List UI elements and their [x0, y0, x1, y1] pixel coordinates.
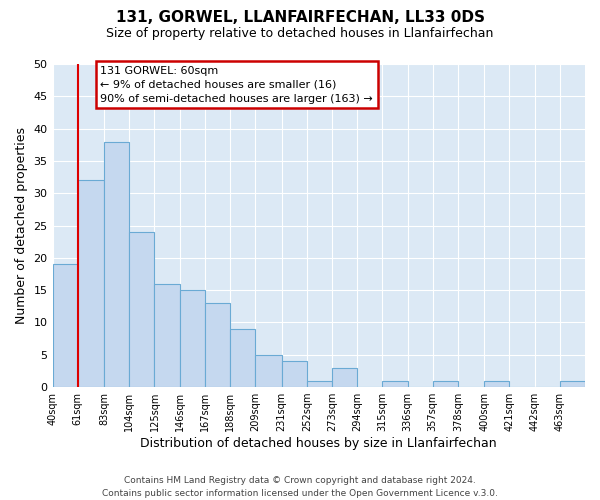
Y-axis label: Number of detached properties: Number of detached properties: [15, 127, 28, 324]
Text: 131 GORWEL: 60sqm
← 9% of detached houses are smaller (16)
90% of semi-detached : 131 GORWEL: 60sqm ← 9% of detached house…: [100, 66, 373, 104]
Bar: [104, 142, 129, 387]
Bar: [560, 380, 585, 387]
Bar: [53, 264, 78, 387]
Bar: [205, 303, 230, 387]
Bar: [230, 329, 255, 387]
Bar: [281, 361, 307, 387]
Bar: [433, 380, 458, 387]
Bar: [332, 368, 357, 387]
Bar: [179, 290, 205, 387]
Bar: [307, 380, 332, 387]
Bar: [484, 380, 509, 387]
Bar: [78, 180, 104, 387]
Bar: [154, 284, 179, 387]
Text: Size of property relative to detached houses in Llanfairfechan: Size of property relative to detached ho…: [106, 28, 494, 40]
Text: 131, GORWEL, LLANFAIRFECHAN, LL33 0DS: 131, GORWEL, LLANFAIRFECHAN, LL33 0DS: [115, 10, 485, 25]
Bar: [255, 355, 281, 387]
Bar: [382, 380, 407, 387]
X-axis label: Distribution of detached houses by size in Llanfairfechan: Distribution of detached houses by size …: [140, 437, 497, 450]
Text: Contains HM Land Registry data © Crown copyright and database right 2024.
Contai: Contains HM Land Registry data © Crown c…: [102, 476, 498, 498]
Bar: [129, 232, 154, 387]
